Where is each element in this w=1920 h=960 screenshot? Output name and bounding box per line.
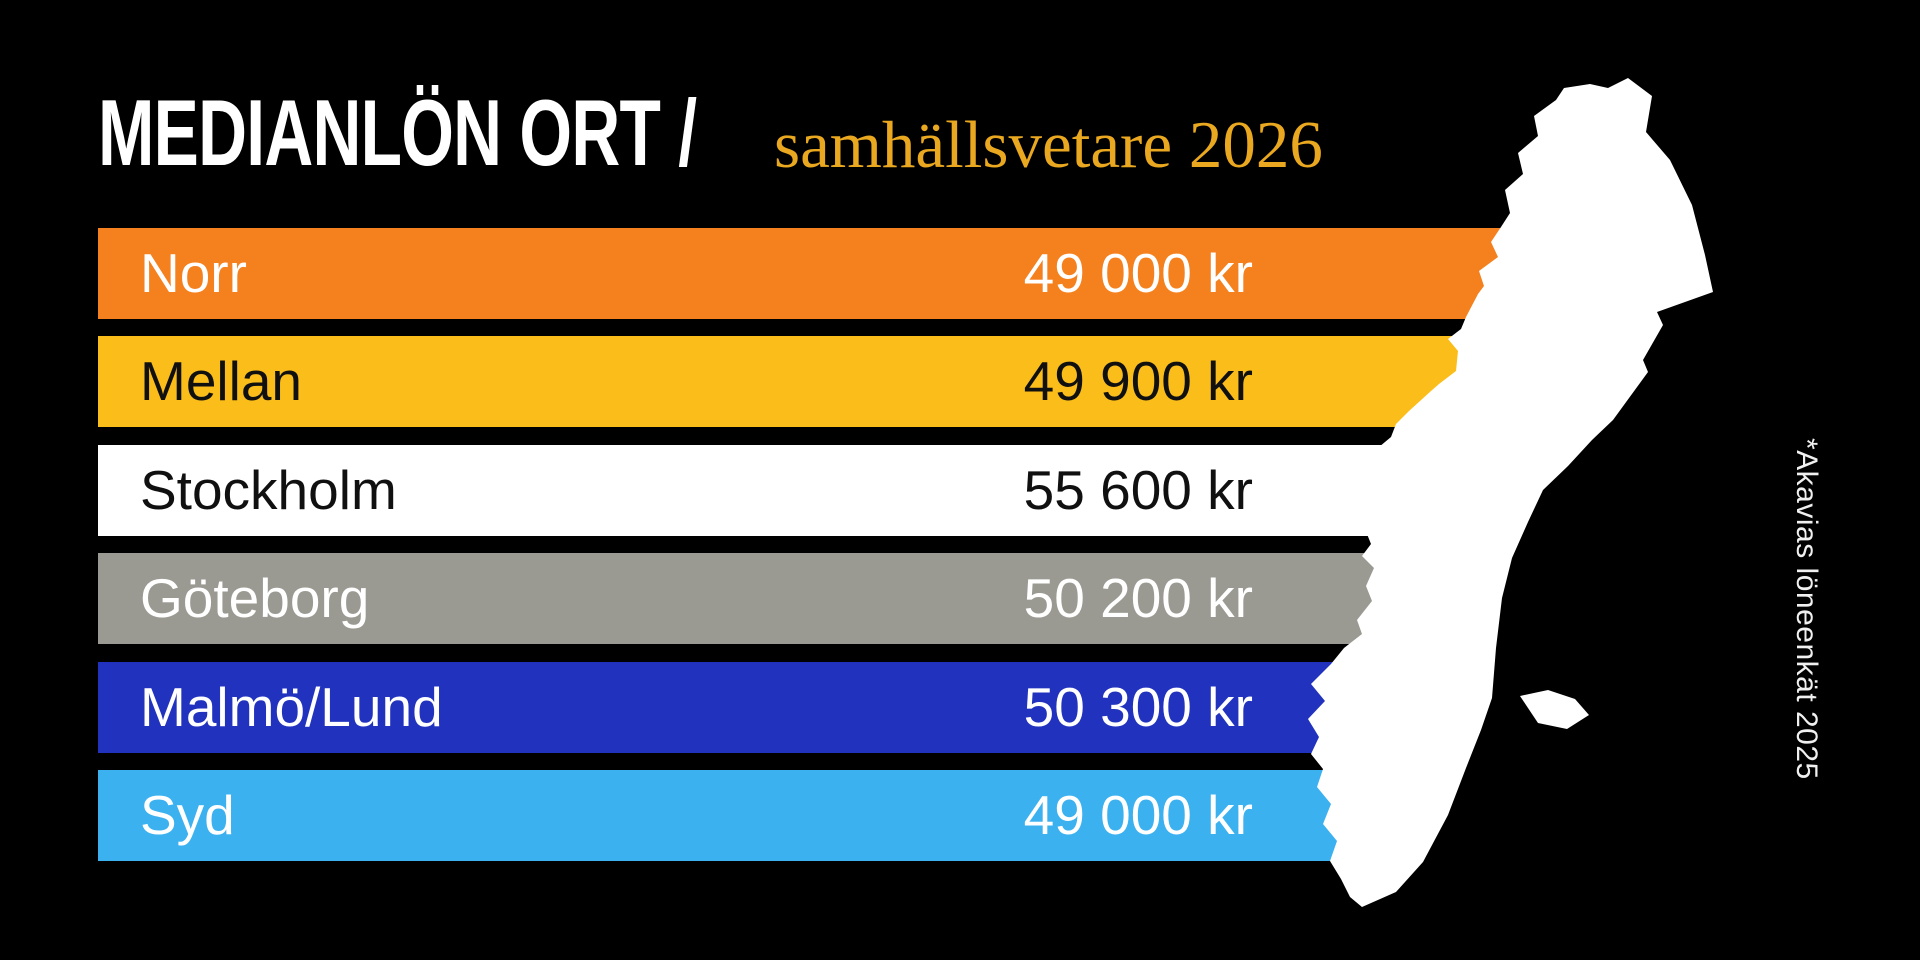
bar-text-row: Malmö/Lund 50 300 kr xyxy=(98,662,1253,753)
title-highlight: samhällsvetare 2026 xyxy=(774,108,1323,182)
title-main: MEDIANLÖN ORT / xyxy=(98,80,697,185)
bar-row-syd: Syd 49 000 kr xyxy=(98,770,1385,861)
bar-value: 50 200 kr xyxy=(1023,567,1253,629)
bar-text-row: Stockholm 55 600 kr xyxy=(98,445,1253,536)
bar-label: Göteborg xyxy=(140,567,370,629)
bar-label: Mellan xyxy=(140,350,303,412)
bar-value: 49 000 kr xyxy=(1023,242,1253,304)
bar-text-row: Syd 49 000 kr xyxy=(98,770,1253,861)
bar-value: 50 300 kr xyxy=(1023,676,1253,738)
bar-row-mellan: Mellan 49 900 kr xyxy=(98,336,1480,427)
bar-label: Malmö/Lund xyxy=(140,676,443,738)
bar-label: Stockholm xyxy=(140,459,397,521)
bar-row-malmo-lund: Malmö/Lund 50 300 kr xyxy=(98,662,1380,753)
page-title: MEDIANLÖN ORT / samhällsvetare 2026 xyxy=(0,0,1920,200)
bar-value: 49 000 kr xyxy=(1023,784,1253,846)
source-footnote: *Akavias löneenkät 2025 xyxy=(1790,438,1823,780)
bar-row-stockholm: Stockholm 55 600 kr xyxy=(98,445,1450,536)
bar-text-row: Göteborg 50 200 kr xyxy=(98,553,1253,644)
bar-row-norr: Norr 49 000 kr xyxy=(98,228,1540,319)
bar-value: 55 600 kr xyxy=(1023,459,1253,521)
bar-label: Norr xyxy=(140,242,247,304)
bar-text-row: Norr 49 000 kr xyxy=(98,228,1253,319)
bar-value: 49 900 kr xyxy=(1023,350,1253,412)
bar-text-row: Mellan 49 900 kr xyxy=(98,336,1253,427)
bar-row-goteborg: Göteborg 50 200 kr xyxy=(98,553,1420,644)
bar-label: Syd xyxy=(140,784,235,846)
